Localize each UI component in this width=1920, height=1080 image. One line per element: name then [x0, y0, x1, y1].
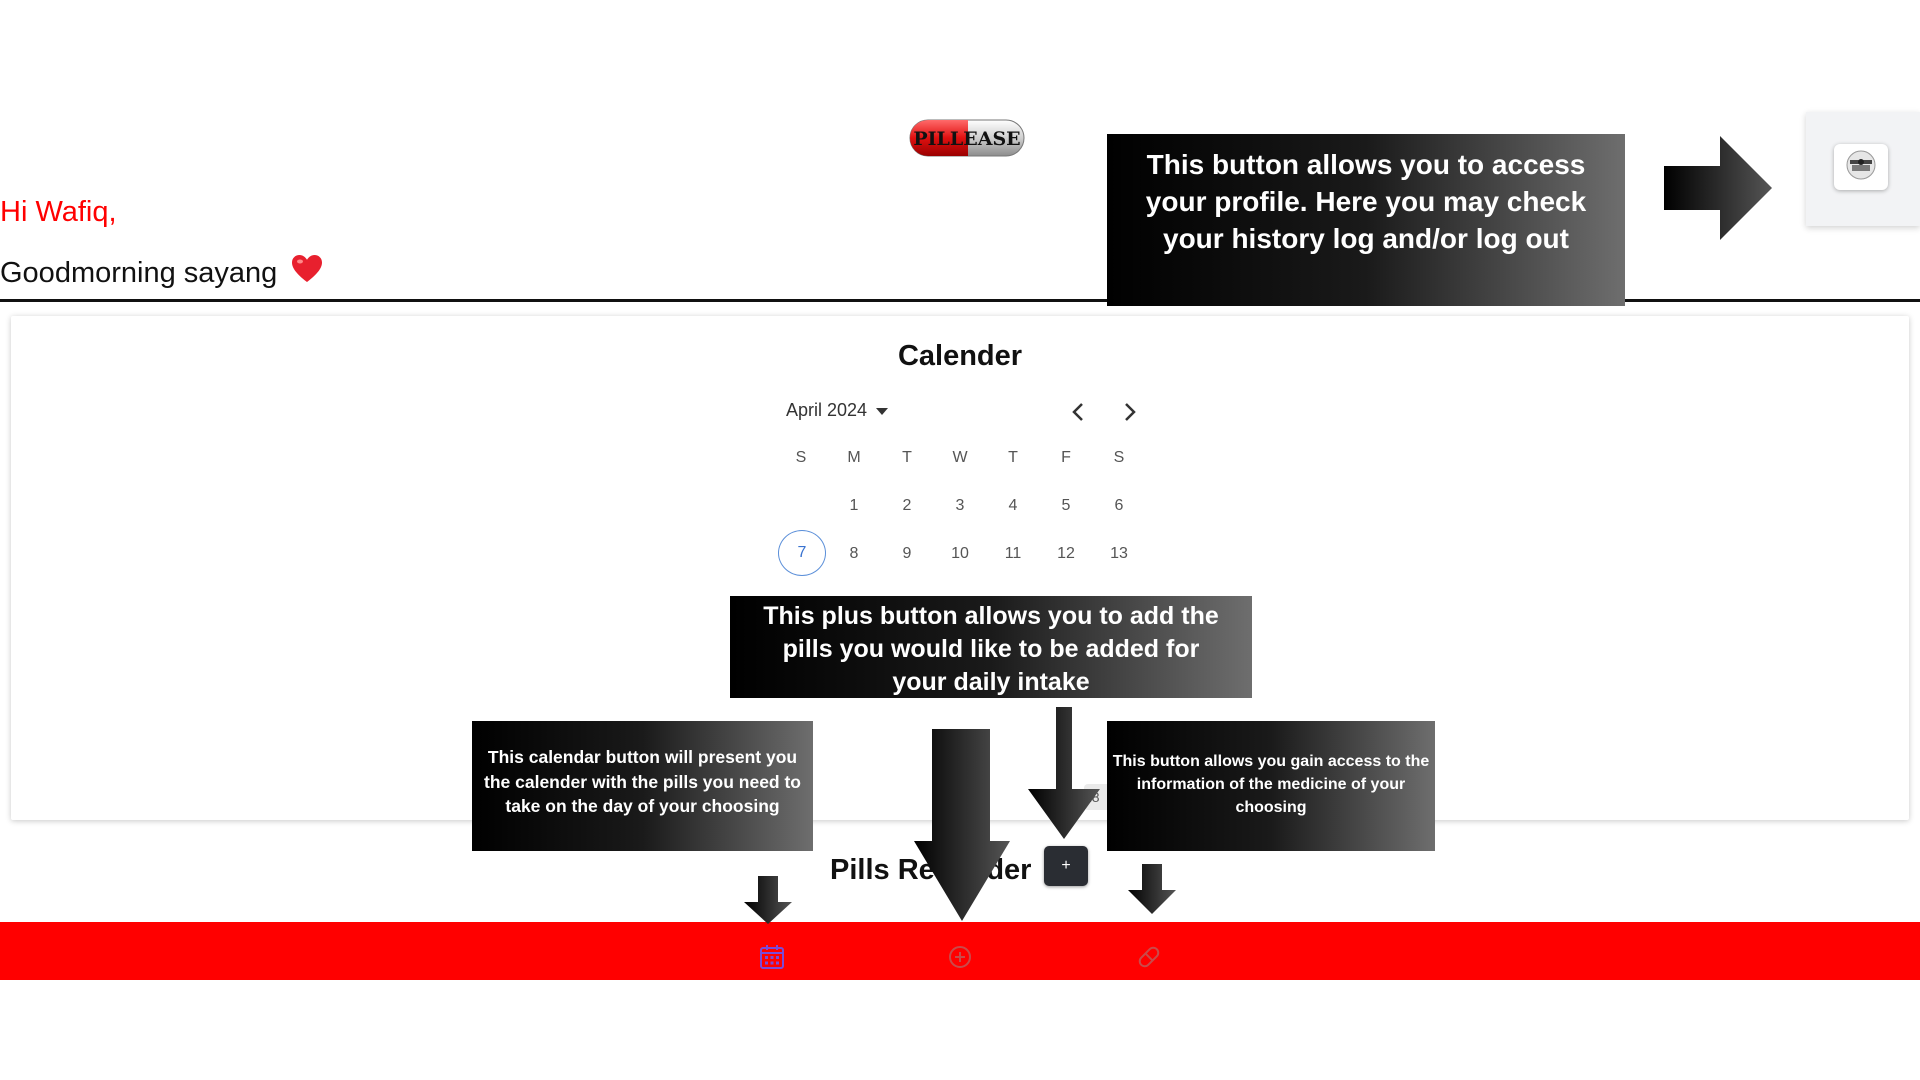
arrow-down-icon: [1028, 707, 1100, 839]
weekday-header: T: [1008, 449, 1018, 466]
caret-down-icon: [875, 400, 889, 421]
calendar-day[interactable]: 1: [849, 497, 859, 514]
profile-button[interactable]: [1834, 144, 1888, 190]
calendar-day[interactable]: 10: [951, 545, 969, 562]
weekday-header: S: [1113, 449, 1125, 466]
svg-text:PILLEASE: PILLEASE: [913, 128, 1020, 150]
calendar-day[interactable]: 8: [849, 545, 859, 562]
greeting-subtitle-text: Goodmorning sayang: [0, 256, 278, 289]
greeting: Hi Wafiq,: [0, 196, 117, 228]
calendar-day[interactable]: 5: [1061, 497, 1071, 514]
calendar-day[interactable]: 12: [1057, 545, 1075, 562]
calendar-tooltip: This calendar button will present you th…: [472, 721, 813, 851]
plus-circle-icon[interactable]: [946, 943, 974, 971]
calendar-day[interactable]: 11: [1004, 545, 1022, 562]
app-logo: PILLEASE: [908, 116, 1026, 160]
calendar-day[interactable]: 6: [1114, 497, 1124, 514]
chevron-right-icon: [1125, 403, 1136, 421]
bottom-nav-bar: [0, 922, 1920, 980]
heart-icon: [291, 254, 323, 292]
arrow-right-icon: [1664, 136, 1772, 240]
arrow-down-icon: [744, 876, 792, 924]
profile-tooltip: This button allows you to access your pr…: [1107, 134, 1625, 306]
profile-panel: [1806, 112, 1920, 226]
weekday-header: F: [1061, 449, 1071, 466]
weekday-header: M: [847, 449, 861, 466]
header-divider: [0, 299, 1920, 302]
prev-month-button[interactable]: [1064, 396, 1092, 428]
calendar-title: Calender: [897, 340, 1023, 372]
arrow-down-icon: [914, 729, 1010, 921]
calendar-day-today[interactable]: 7: [778, 530, 826, 576]
calendar-icon[interactable]: [758, 943, 786, 971]
next-month-button[interactable]: [1116, 396, 1144, 428]
add-pill-label: +: [1061, 857, 1071, 874]
chevron-left-icon: [1072, 403, 1083, 421]
month-label: April 2024: [786, 400, 868, 420]
weekday-header: W: [952, 449, 968, 466]
month-selector[interactable]: April 2024: [786, 400, 889, 421]
plus-tooltip: This plus button allows you to add the p…: [730, 596, 1252, 698]
arrow-down-icon: [1128, 864, 1176, 914]
add-pill-button[interactable]: +: [1044, 846, 1088, 886]
calendar-day[interactable]: 2: [902, 497, 912, 514]
avatar: [1846, 150, 1876, 185]
calendar-day[interactable]: 13: [1110, 545, 1128, 562]
pill-icon[interactable]: [1135, 943, 1163, 971]
weekday-header: S: [795, 449, 807, 466]
medicine-tooltip: This button allows you gain access to th…: [1107, 721, 1435, 851]
calendar-day[interactable]: 4: [1008, 497, 1018, 514]
greeting-subtitle: Goodmorning sayang: [0, 254, 323, 292]
weekday-header: T: [902, 449, 912, 466]
calendar-day[interactable]: 9: [902, 545, 912, 562]
calendar-day[interactable]: 3: [955, 497, 965, 514]
